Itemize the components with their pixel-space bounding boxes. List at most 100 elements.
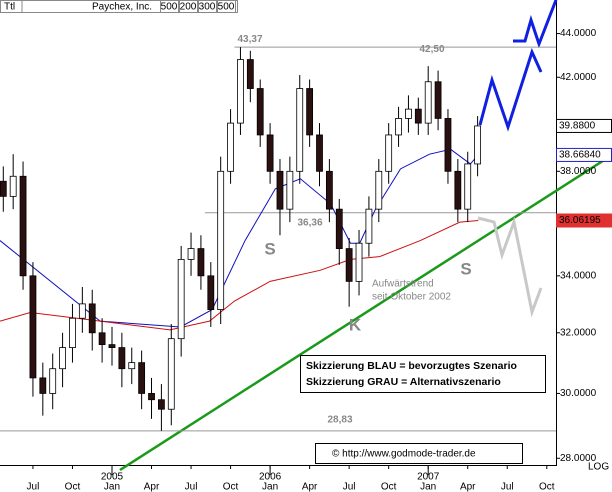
y-tick-label: 44.0000 xyxy=(560,28,597,39)
candle-body xyxy=(59,347,66,370)
level-label: 28,83 xyxy=(327,414,352,425)
log-label: LOG xyxy=(588,462,609,473)
candle-body xyxy=(39,377,47,394)
candle-body xyxy=(385,134,393,172)
candle-body xyxy=(256,88,264,136)
price-label: 39.8800 xyxy=(559,121,596,132)
candle-body xyxy=(167,338,175,410)
candle-body xyxy=(197,248,205,277)
x-tick-label: Jul xyxy=(27,482,40,492)
candle-body xyxy=(266,134,274,172)
candle-body xyxy=(424,81,432,124)
candle-body xyxy=(325,170,333,210)
moving-average xyxy=(0,220,479,331)
blue-scenario xyxy=(513,0,558,49)
price-label: 38.66840 xyxy=(559,150,601,161)
gray-scenario xyxy=(477,216,543,318)
x-tick-label: Oct xyxy=(223,482,239,492)
pattern-letter: S xyxy=(460,259,471,278)
header-name: Paychex, Inc. xyxy=(92,2,152,13)
candle-body xyxy=(19,175,27,277)
year-label: 2007 xyxy=(417,472,440,483)
candle-body xyxy=(454,170,462,210)
candle-body xyxy=(138,362,146,394)
trend-note: seit Oktober 2002 xyxy=(372,292,451,303)
candle-body xyxy=(88,303,96,334)
candle-body xyxy=(335,208,343,249)
candle-body xyxy=(148,393,155,401)
scenario-text: Skizzierung GRAU = Alternativszenario xyxy=(306,376,501,388)
blue-scenario xyxy=(478,47,543,132)
period-box xyxy=(179,0,198,13)
pattern-letter: K xyxy=(349,315,362,334)
trend-line xyxy=(119,153,612,472)
candle-body xyxy=(29,275,37,379)
candle-body xyxy=(227,122,234,172)
level-label: 42,50 xyxy=(419,44,444,55)
x-tick-label: Jan xyxy=(420,482,436,492)
candle-body xyxy=(444,118,452,172)
candle-body xyxy=(316,134,323,172)
x-tick-label: Oct xyxy=(65,482,81,492)
period-label: 500 xyxy=(161,2,178,13)
x-tick-label: Apr xyxy=(460,482,476,492)
candle-body xyxy=(434,81,442,119)
y-tick-label: 32.0000 xyxy=(560,327,597,338)
year-label: 2006 xyxy=(259,472,282,483)
candle-body xyxy=(187,248,195,260)
candle-body xyxy=(355,242,363,282)
y-tick-label: 38.0000 xyxy=(560,166,597,177)
candle-body xyxy=(375,170,383,210)
candle-body xyxy=(237,59,244,124)
scenario-box xyxy=(300,355,546,393)
candle-body xyxy=(108,344,116,348)
candle-body xyxy=(365,208,373,244)
candle-body xyxy=(276,170,284,210)
period-label: 200 xyxy=(180,2,197,13)
trend-note: Aufwärtstrend xyxy=(372,279,434,290)
period-label: 300 xyxy=(199,2,216,13)
candle-body xyxy=(157,399,165,410)
candle-body xyxy=(69,317,76,348)
candle-body xyxy=(177,258,185,340)
x-tick-label: Apr xyxy=(144,482,160,492)
candle-body xyxy=(207,275,215,310)
source: © http://www.godmode-trader.de xyxy=(332,449,476,460)
x-tick-label: Oct xyxy=(381,482,397,492)
y-tick-label: 30.0000 xyxy=(560,388,597,399)
period-label: 500 xyxy=(218,2,235,13)
candle-body xyxy=(98,332,106,346)
x-tick-label: Jan xyxy=(104,482,120,492)
x-tick-label: Jan xyxy=(262,482,278,492)
candle-body xyxy=(9,175,17,197)
x-tick-label: Oct xyxy=(539,482,555,492)
period-box xyxy=(217,0,236,13)
candle-body xyxy=(118,347,126,370)
x-tick-label: Jul xyxy=(185,482,198,492)
level-label: 43,37 xyxy=(237,34,262,45)
candle-body xyxy=(128,362,136,370)
period-box xyxy=(198,0,217,13)
candle-body xyxy=(474,125,482,165)
candle-body xyxy=(345,248,353,282)
candle-body xyxy=(464,163,472,210)
header-symbol: Ttl xyxy=(4,2,15,13)
candle-body xyxy=(306,88,314,136)
price-label: 36.06195 xyxy=(559,215,601,226)
y-tick-label: 34.0000 xyxy=(560,270,597,281)
candle-body xyxy=(246,59,254,89)
y-tick-label: 28.0000 xyxy=(560,453,597,464)
year-label: 2005 xyxy=(101,472,124,483)
x-tick-label: Apr xyxy=(302,482,318,492)
scenario-text: Skizzierung BLAU = bevorzugtes Szenario xyxy=(306,360,517,372)
candle-body xyxy=(217,170,225,310)
candle-body xyxy=(414,108,422,124)
candle-body xyxy=(296,88,304,172)
x-tick-label: Jul xyxy=(501,482,514,492)
candle-body xyxy=(395,118,402,136)
pattern-letter: S xyxy=(264,239,275,258)
x-tick-label: Jul xyxy=(343,482,356,492)
candle-body xyxy=(0,180,7,197)
